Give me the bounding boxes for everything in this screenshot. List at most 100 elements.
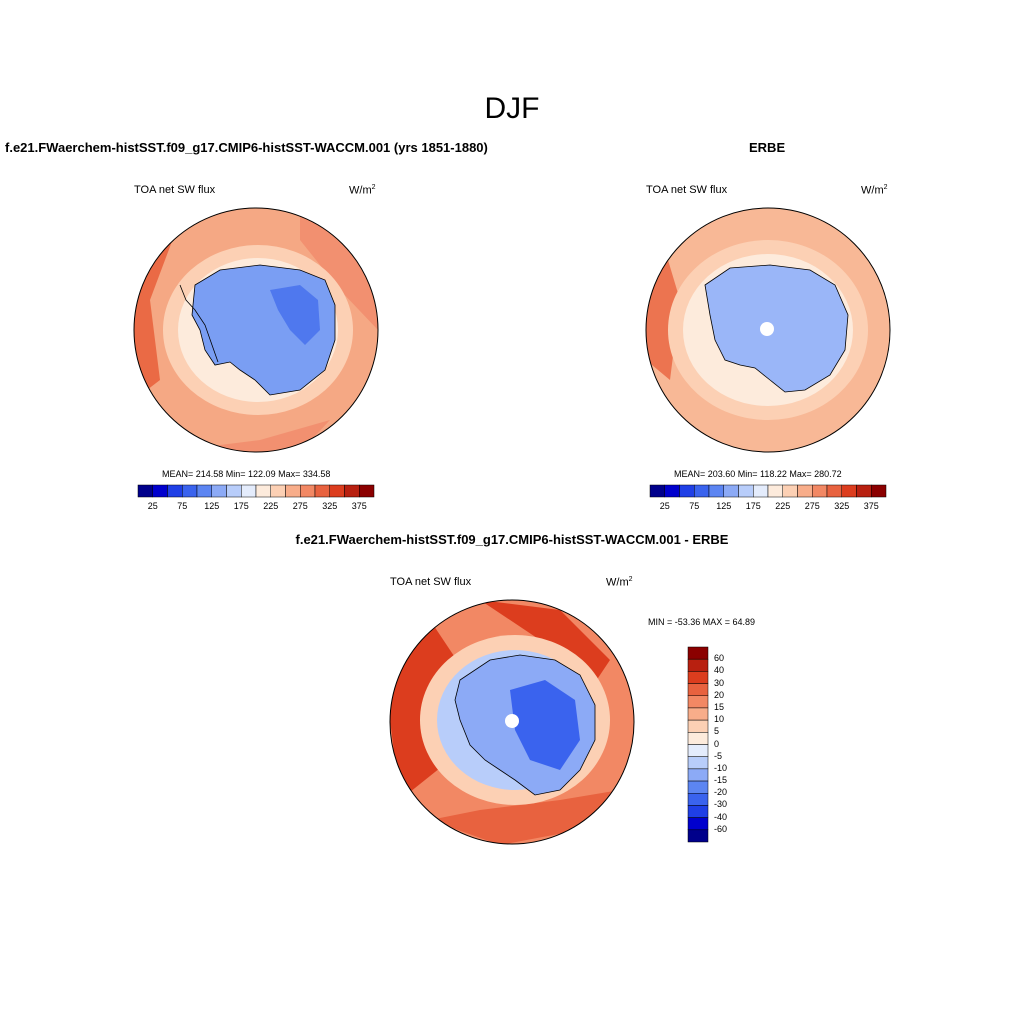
diff-units-label: W/m2 xyxy=(606,576,633,589)
obs-colorbar-swatch xyxy=(871,484,887,498)
model-colorbar-swatch xyxy=(152,484,168,498)
diff-colorbar-tick-label: 5 xyxy=(714,726,720,737)
obs-colorbar-swatch xyxy=(841,484,857,498)
model-colorbar-tick-label: 275 xyxy=(292,501,308,511)
obs-colorbar-tick-label: 25 xyxy=(659,501,670,511)
obs-colorbar-tick-label: 175 xyxy=(745,501,761,511)
obs-colorbar-swatch xyxy=(723,484,739,498)
obs-colorbar-swatch xyxy=(782,484,798,498)
obs-colorbar-swatch xyxy=(826,484,842,498)
obs-colorbar-tick-label: 325 xyxy=(834,501,850,511)
model-colorbar-swatch xyxy=(344,484,360,498)
model-colorbar-swatch xyxy=(137,484,153,498)
obs-colorbar-tick-label: 375 xyxy=(863,501,879,511)
diff-colorbar xyxy=(687,646,709,843)
obs-colorbar-tick-label: 275 xyxy=(804,501,820,511)
model-colorbar-swatch xyxy=(211,484,227,498)
model-colorbar-swatch xyxy=(241,484,257,498)
model-colorbar-swatch xyxy=(329,484,345,498)
diff-colorbar-tick-label: -5 xyxy=(714,750,723,761)
obs-antarctica xyxy=(704,264,849,393)
diff-colorbar-swatch xyxy=(687,658,709,672)
obs-colorbar-swatch xyxy=(753,484,769,498)
model-colorbar-swatch xyxy=(285,484,301,498)
obs-colorbar-swatch xyxy=(812,484,828,498)
diff-colorbar-tick-label: 20 xyxy=(714,689,725,700)
model-colorbar-tick-label: 75 xyxy=(177,501,188,511)
diff-colorbar-swatch xyxy=(687,805,709,818)
model-colorbar-swatch xyxy=(255,484,271,498)
obs-stats: MEAN= 203.60 Min= 118.22 Max= 280.72 xyxy=(674,469,842,479)
model-colorbar-tick-label: 325 xyxy=(322,501,338,511)
model-colorbar-tick-label: 225 xyxy=(263,501,279,511)
model-colorbar-tick-label: 375 xyxy=(351,501,367,511)
diff-colorbar-tick-label: 30 xyxy=(714,677,725,688)
diff-colorbar-swatch xyxy=(687,695,709,709)
diff-panel-title: f.e21.FWaerchem-histSST.f09_g17.CMIP6-hi… xyxy=(295,532,729,547)
diff-colorbar-swatch xyxy=(687,732,709,745)
model-colorbar-swatch xyxy=(196,484,212,498)
model-stats: MEAN= 214.58 Min= 122.09 Max= 334.58 xyxy=(162,469,331,479)
obs-colorbar-tick-label: 125 xyxy=(716,501,732,511)
model-colorbar-swatch xyxy=(182,484,198,498)
diff-colorbar-swatch xyxy=(687,756,709,770)
obs-colorbar-swatch xyxy=(767,484,783,498)
diff-colorbar-tick-label: -30 xyxy=(714,799,728,810)
obs-colorbar-swatch xyxy=(649,484,665,498)
diff-colorbar-swatch xyxy=(687,768,709,782)
model-colorbar-swatch xyxy=(270,484,286,498)
obs-colorbar-swatch xyxy=(797,484,813,498)
diff-colorbar-tick-label: -15 xyxy=(714,775,728,786)
obs-colorbar-swatch xyxy=(738,484,754,498)
model-panel-title: f.e21.FWaerchem-histSST.f09_g17.CMIP6-hi… xyxy=(5,140,488,155)
diff-missing-data xyxy=(505,714,519,728)
diff-variable-label: TOA net SW flux xyxy=(390,576,472,588)
model-peninsula xyxy=(179,284,219,363)
model-colorbar-tick-label: 25 xyxy=(147,501,158,511)
diff-colorbar-tick-label: -60 xyxy=(714,823,728,834)
diff-colorbar-tick-label: 15 xyxy=(714,701,725,712)
model-colorbar-tick-label: 125 xyxy=(204,501,220,511)
diff-colorbar-swatch xyxy=(687,646,709,660)
diff-colorbar-swatch xyxy=(687,829,709,843)
model-ice-low-region xyxy=(270,285,320,345)
diff-stats: MIN = -53.36 MAX = 64.89 xyxy=(648,617,756,627)
diff-colorbar-swatch xyxy=(687,719,709,733)
diff-colorbar-swatch xyxy=(687,671,709,684)
model-colorbar xyxy=(137,484,375,498)
obs-colorbar-swatch xyxy=(708,484,724,498)
diff-colorbar-swatch xyxy=(687,744,709,757)
obs-colorbar-tick-label: 75 xyxy=(689,501,700,511)
model-colorbar-swatch xyxy=(314,484,330,498)
obs-colorbar-swatch xyxy=(856,484,872,498)
model-colorbar-tick-label: 175 xyxy=(233,501,249,511)
diff-colorbar-swatch xyxy=(687,817,709,831)
diff-colorbar-tick-label: 60 xyxy=(714,653,725,664)
model-colorbar-swatch xyxy=(300,484,316,498)
obs-missing-data xyxy=(760,322,774,336)
diff-colorbar-tick-label: -20 xyxy=(714,787,728,798)
obs-units-label: W/m2 xyxy=(861,184,888,197)
obs-colorbar xyxy=(649,484,887,498)
page-title: DJF xyxy=(484,92,540,125)
diff-colorbar-swatch xyxy=(687,683,709,696)
obs-panel-title: ERBE xyxy=(749,140,786,155)
model-colorbar-swatch xyxy=(226,484,242,498)
obs-colorbar-tick-label: 225 xyxy=(775,501,791,511)
model-colorbar-swatch xyxy=(359,484,375,498)
diff-colorbar-tick-label: 10 xyxy=(714,714,725,725)
model-variable-label: TOA net SW flux xyxy=(134,184,216,196)
obs-colorbar-swatch xyxy=(664,484,680,498)
model-units-label: W/m2 xyxy=(349,184,376,197)
diff-colorbar-tick-label: -10 xyxy=(714,762,728,773)
model-colorbar-swatch xyxy=(167,484,183,498)
diff-colorbar-tick-label: 0 xyxy=(714,738,720,749)
diff-colorbar-swatch xyxy=(687,780,709,794)
diff-colorbar-swatch xyxy=(687,707,709,721)
obs-colorbar-swatch xyxy=(694,484,710,498)
diff-colorbar-tick-label: -40 xyxy=(714,811,728,822)
diff-negative-core xyxy=(510,680,580,770)
obs-variable-label: TOA net SW flux xyxy=(646,184,728,196)
obs-colorbar-swatch xyxy=(679,484,695,498)
